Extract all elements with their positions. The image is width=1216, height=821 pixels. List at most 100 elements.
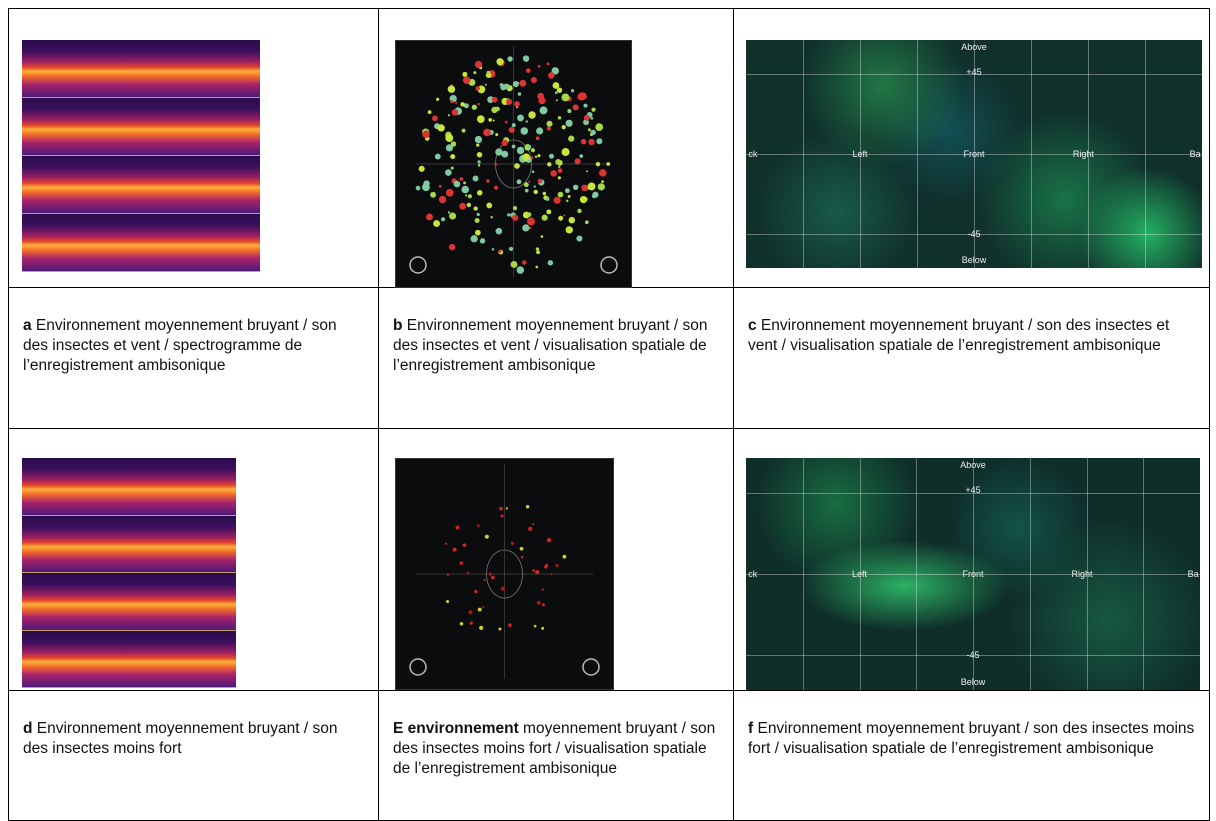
dot — [547, 260, 554, 266]
dot — [494, 185, 499, 190]
grid-line — [746, 154, 1202, 155]
dot — [498, 627, 502, 631]
dot — [595, 123, 604, 132]
dot — [523, 182, 529, 188]
spatial-view — [395, 458, 614, 690]
dot — [539, 106, 548, 115]
grid-line — [746, 233, 1202, 235]
dot — [438, 184, 442, 188]
grid-line — [916, 458, 918, 690]
dot — [512, 206, 518, 211]
dot — [533, 185, 536, 188]
dot — [561, 148, 570, 157]
dot — [415, 185, 421, 191]
dot — [568, 135, 575, 142]
dot — [519, 79, 527, 87]
dot — [541, 588, 544, 591]
dot — [504, 120, 508, 124]
dot — [562, 554, 567, 559]
dot — [588, 128, 591, 132]
dot — [553, 196, 561, 204]
dot — [507, 56, 513, 62]
dot — [473, 71, 477, 75]
grid-line — [746, 655, 1200, 657]
dot — [555, 564, 559, 568]
dot — [447, 85, 456, 93]
dot — [551, 67, 559, 75]
dot — [548, 153, 555, 159]
dot — [476, 524, 480, 527]
dot — [558, 215, 564, 221]
dot — [508, 126, 515, 133]
dot — [447, 211, 451, 214]
heatmap-label: Front — [963, 149, 985, 159]
dot — [453, 180, 461, 188]
heatmap-label: Below — [960, 676, 986, 687]
caption-text: Environnement moyennement bruyant / son … — [748, 317, 1170, 354]
dot — [430, 191, 437, 198]
dot — [500, 586, 505, 591]
dot — [501, 139, 508, 147]
dot — [527, 145, 532, 149]
dot — [567, 195, 571, 198]
heatmap-label: +45 — [966, 66, 982, 77]
dot — [588, 138, 595, 146]
dot — [557, 116, 562, 120]
dot — [572, 184, 579, 191]
caption-text: Environnement moyennement bruyant / son … — [23, 317, 337, 374]
dot — [556, 87, 563, 93]
dot — [537, 154, 541, 158]
dot — [533, 189, 538, 195]
dot — [476, 115, 485, 123]
dot — [596, 138, 603, 145]
dot — [507, 623, 512, 628]
grid-line — [802, 458, 804, 690]
dot — [517, 114, 524, 122]
dot — [427, 110, 432, 115]
dot — [565, 119, 573, 127]
heatmap-label: ck — [748, 569, 758, 579]
dot — [474, 218, 480, 223]
dot — [531, 170, 535, 174]
dot — [565, 199, 569, 203]
dot — [546, 538, 552, 543]
dot — [579, 154, 584, 158]
dot — [537, 65, 541, 68]
dot — [446, 573, 450, 576]
dot — [479, 238, 486, 244]
dot — [483, 128, 491, 137]
dot — [525, 120, 528, 123]
heatmap: Above +45 ck Left Front Right Ba -45 Below — [746, 458, 1200, 690]
dot — [477, 160, 481, 164]
heatmap-label: Ba — [1189, 149, 1201, 159]
dot — [541, 214, 548, 221]
dot — [462, 76, 471, 85]
dot — [546, 126, 551, 131]
dot — [511, 123, 516, 128]
shape — [486, 549, 523, 599]
dot — [541, 626, 545, 630]
dot — [509, 246, 514, 251]
dot — [583, 103, 588, 108]
dot — [455, 525, 460, 530]
caption: d Environnement moyennement bruyant / so… — [8, 690, 379, 821]
dot — [597, 183, 605, 191]
dot — [426, 213, 433, 221]
grid-line — [746, 74, 1202, 76]
heatmap-label: Above — [960, 459, 986, 470]
dot — [477, 164, 481, 167]
dot — [536, 127, 544, 135]
dot — [478, 193, 481, 196]
dot — [445, 134, 454, 143]
dot — [473, 206, 478, 211]
caption-text: moyennement bruyant / son des insectes m… — [393, 720, 716, 777]
dot — [528, 526, 533, 532]
caption: c Environnement moyennement bruyant / so… — [733, 287, 1210, 429]
dot — [527, 217, 535, 226]
dot — [463, 181, 467, 185]
dot — [535, 247, 540, 251]
dot — [452, 547, 457, 552]
spectrogram — [22, 40, 260, 272]
heatmap-label: Right — [1072, 149, 1094, 159]
